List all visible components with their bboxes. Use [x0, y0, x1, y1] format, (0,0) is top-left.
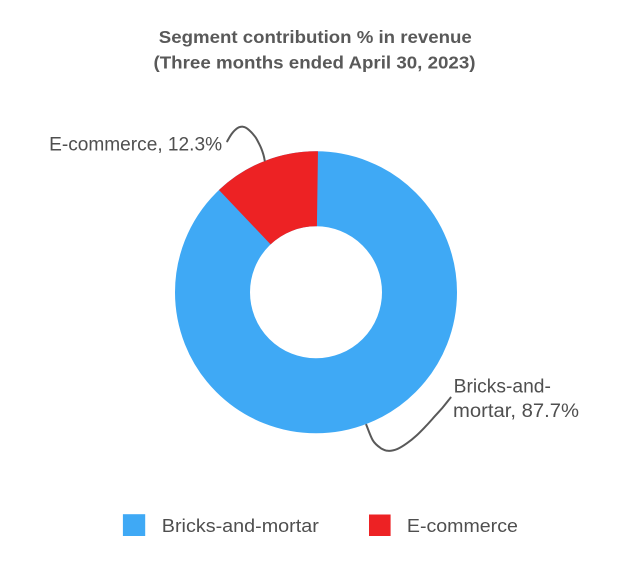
svg-text:Segment contribution % in reve: Segment contribution % in revenue	[159, 27, 472, 47]
svg-text:E-commerce: E-commerce	[407, 516, 518, 536]
svg-text:Bricks-and-mortar: Bricks-and-mortar	[162, 516, 319, 536]
svg-text:Bricks-and-: Bricks-and-	[454, 376, 551, 397]
svg-text:E-commerce, 12.3%: E-commerce, 12.3%	[49, 134, 222, 155]
svg-text:mortar, 87.7%: mortar, 87.7%	[453, 401, 579, 422]
svg-text:(Three months ended April 30,: (Three months ended April 30, 2023)	[154, 52, 476, 72]
